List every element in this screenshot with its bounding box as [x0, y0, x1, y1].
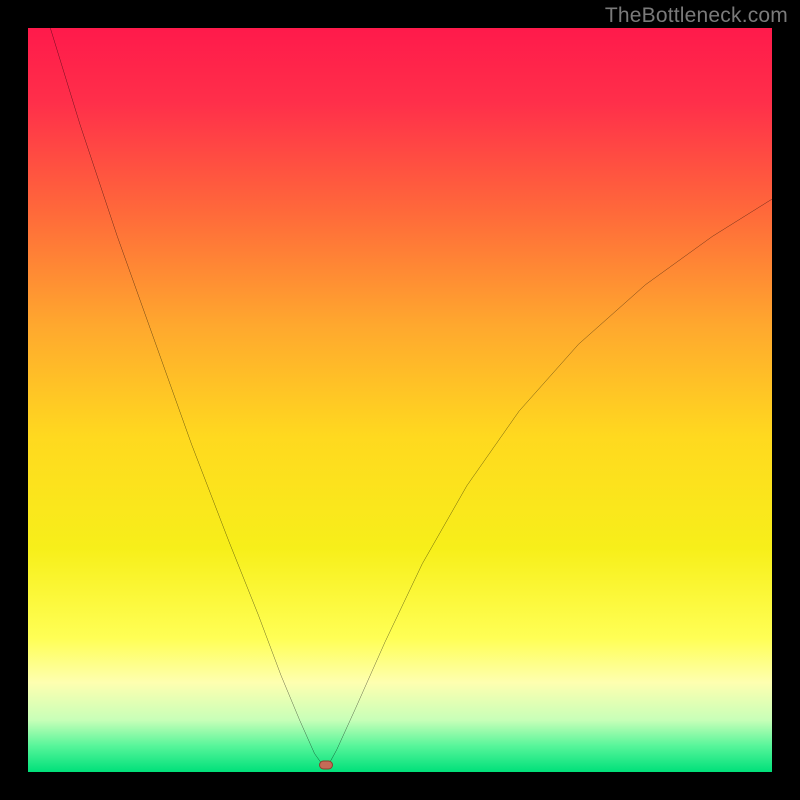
chart-container: TheBottleneck.com	[0, 0, 800, 800]
minimum-marker	[319, 760, 333, 769]
curve-left-branch	[50, 28, 323, 766]
plot-area	[28, 28, 772, 772]
curve-right-branch	[328, 199, 772, 766]
watermark-text: TheBottleneck.com	[605, 4, 788, 28]
curve-overlay	[28, 28, 772, 772]
